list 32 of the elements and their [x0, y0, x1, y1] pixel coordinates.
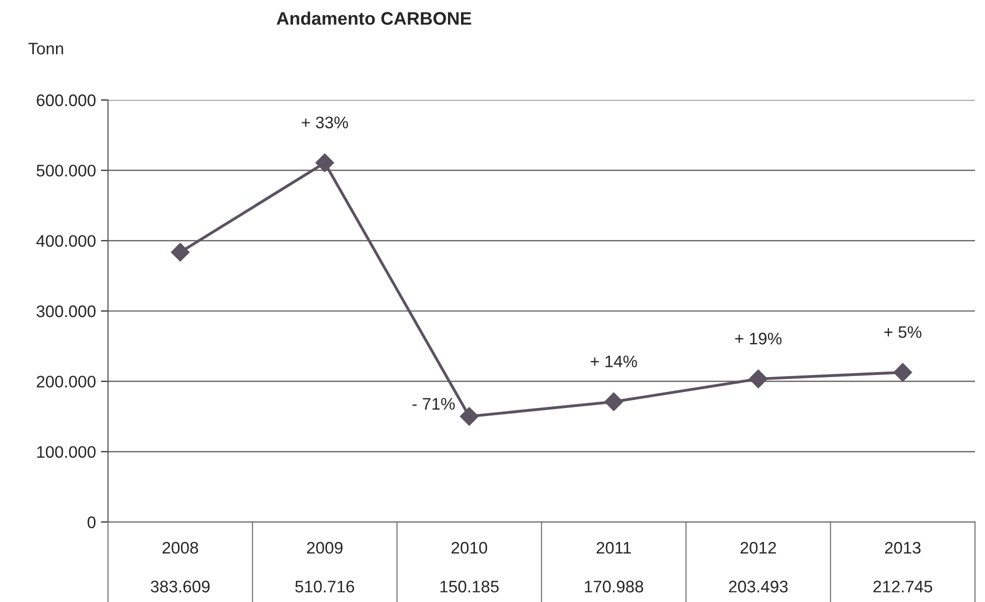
y-tick-label: 100.000: [37, 446, 96, 458]
annotation: + 33%: [302, 116, 348, 128]
point: [893, 363, 912, 382]
data-label: 510.716: [295, 580, 354, 592]
annotation: + 5%: [884, 326, 922, 338]
x-tick-label: 2011: [596, 542, 631, 554]
y-tick-label: 600.000: [36, 94, 96, 106]
data-label: 212.745: [873, 580, 932, 592]
y-tick-label: 300.000: [36, 305, 96, 318]
x-tick-label: 2008: [162, 542, 198, 554]
point: [604, 392, 624, 412]
annotation: + 19%: [735, 332, 782, 344]
x-tick-label: 2012: [740, 542, 776, 554]
y-tick-label: 500.000: [36, 164, 96, 177]
point: [170, 242, 190, 262]
x-tick-label: 2013: [885, 542, 921, 554]
data-label: 150.185: [440, 580, 499, 592]
y-tick-label: 200.000: [36, 376, 96, 388]
annotation: - 71%: [412, 398, 455, 410]
y-axis-title: Tonn: [28, 42, 64, 54]
point: [460, 407, 479, 426]
x-tick-label: 2009: [307, 542, 342, 554]
annotation: + 14%: [590, 356, 638, 368]
point: [315, 153, 334, 172]
point: [748, 370, 768, 388]
y-tick-label: 0: [88, 516, 96, 528]
x-tick-label: 2010: [452, 542, 488, 554]
y-tick-label: 400.000: [36, 235, 96, 247]
data-label: 170.988: [584, 580, 644, 592]
data-label: 203.493: [728, 580, 788, 592]
chart-title: Andamento CARBONE: [276, 12, 472, 25]
data-label: 383.609: [150, 580, 210, 592]
